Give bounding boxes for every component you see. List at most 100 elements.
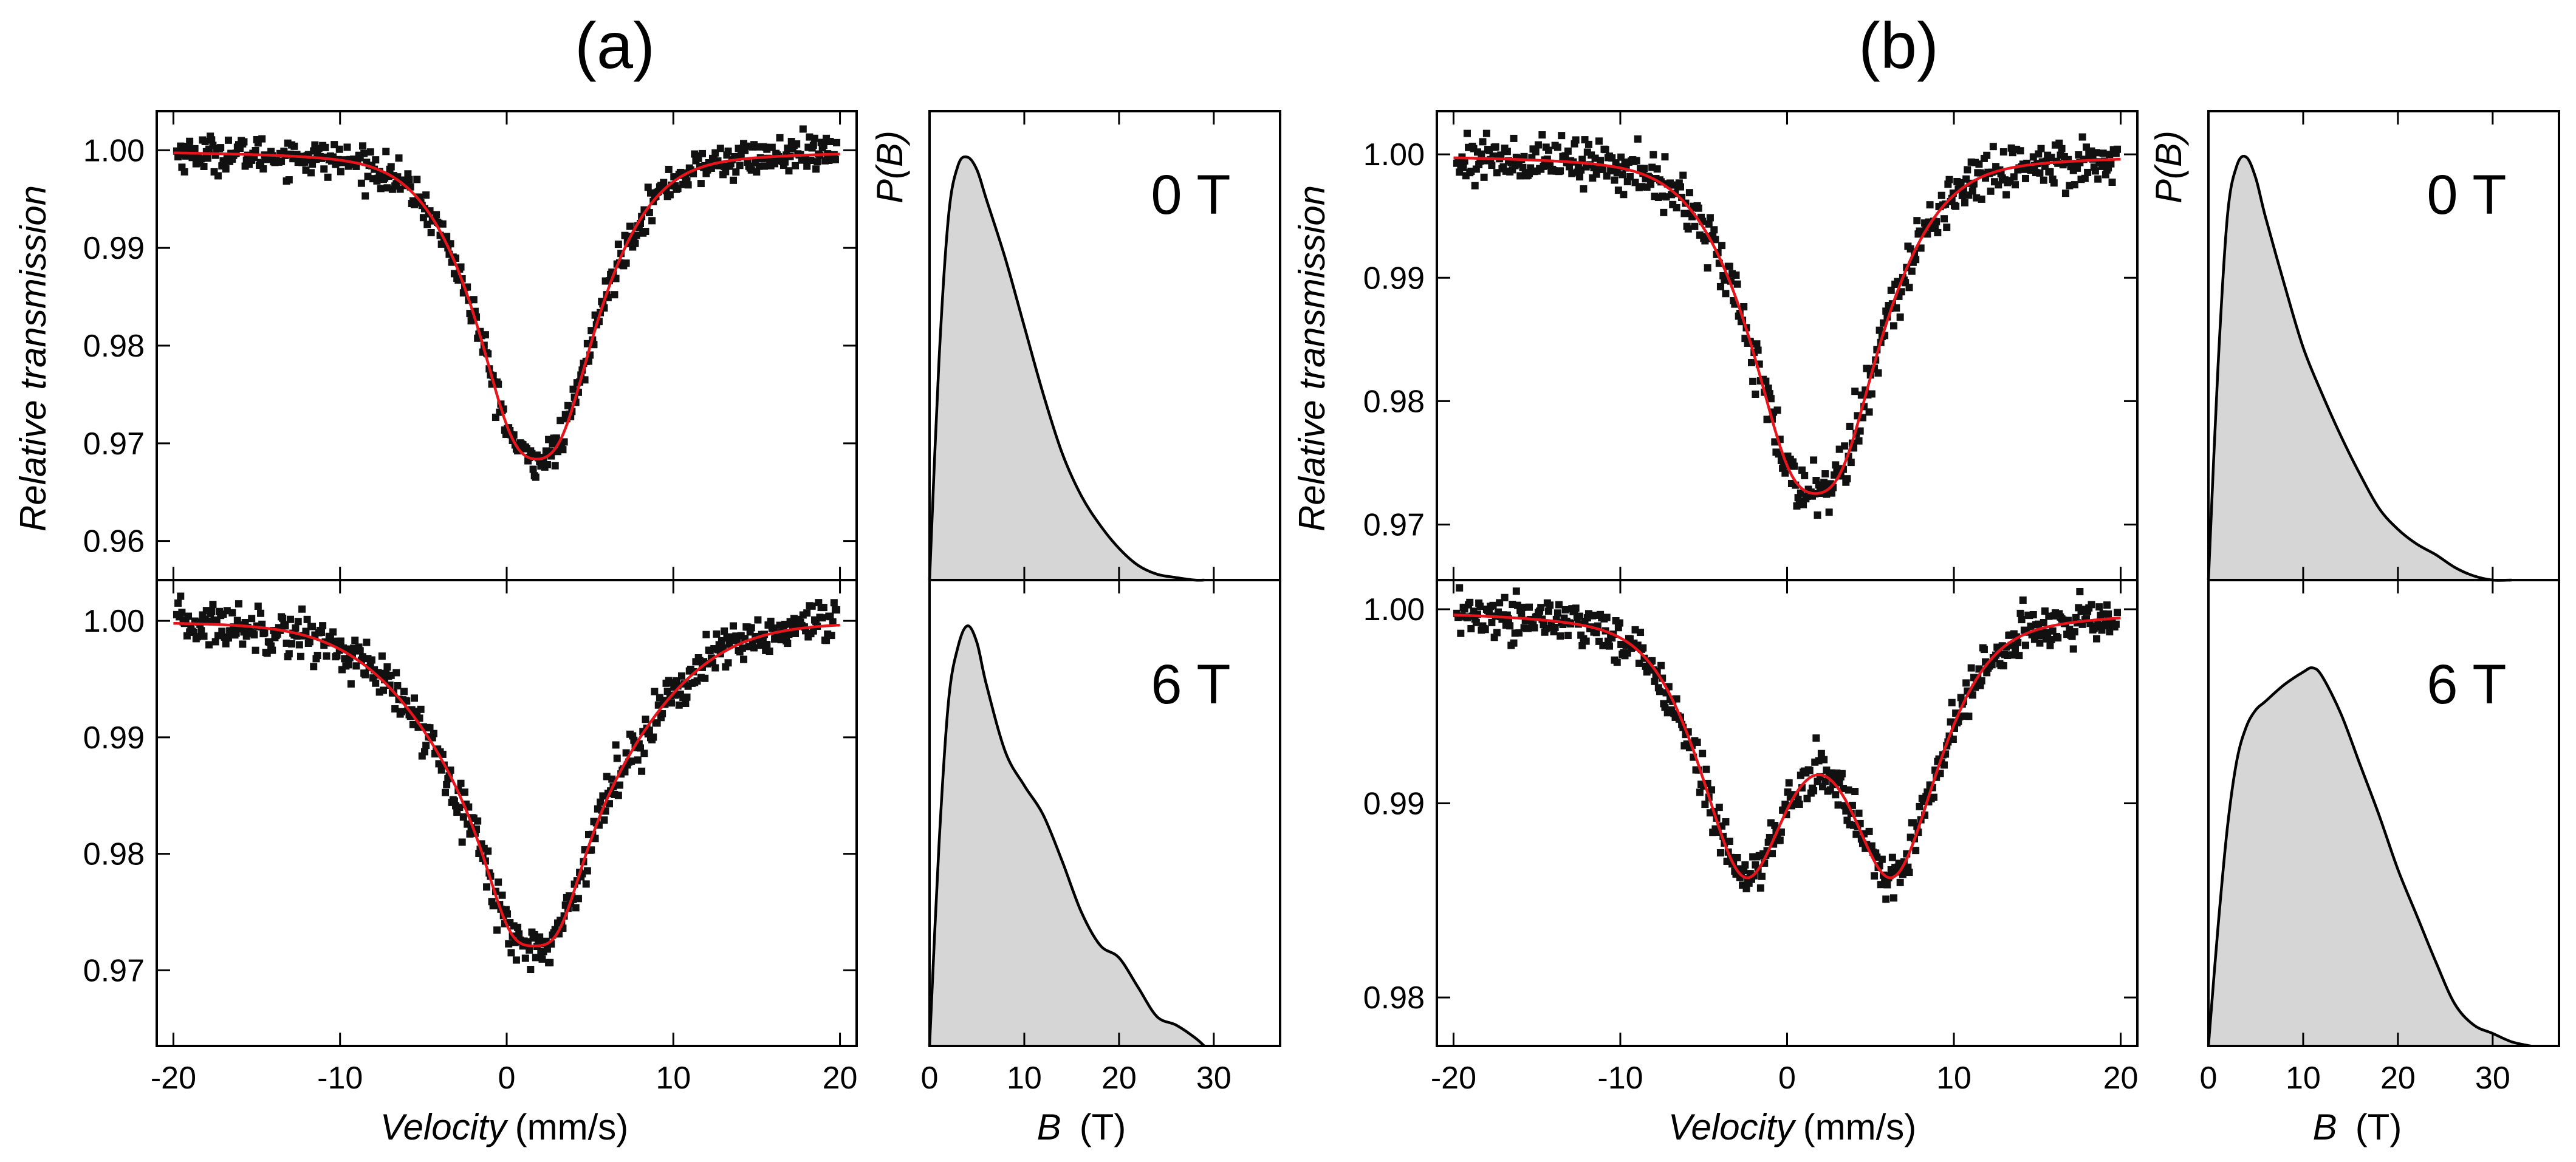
- data-point: [1832, 791, 1840, 799]
- data-point: [1964, 166, 1971, 174]
- data-point: [252, 146, 259, 154]
- data-point: [736, 162, 744, 169]
- data-point: [1611, 176, 1619, 184]
- data-point: [581, 376, 589, 384]
- data-point: [1661, 153, 1669, 161]
- data-point: [543, 460, 551, 468]
- data-point: [1656, 688, 1663, 695]
- data-point: [605, 800, 613, 808]
- data-point: [439, 220, 447, 228]
- b-tick-label: 10: [2286, 1061, 2321, 1096]
- data-point: [621, 231, 629, 239]
- plot-frame: [928, 110, 1281, 1047]
- data-point: [1544, 146, 1552, 154]
- data-point: [768, 143, 776, 151]
- data-point: [1868, 842, 1875, 850]
- chart-b-spectrum-6T: 0.98 0.99 1.00 -20 -10 0 10 20: [1363, 580, 2138, 1096]
- data-point: [1781, 801, 1789, 808]
- data-point: [1987, 187, 1995, 195]
- data-point: [651, 688, 659, 695]
- pb-label-a: P(B): [869, 131, 910, 203]
- data-point: [1908, 267, 1916, 275]
- data-point: [1632, 157, 1640, 165]
- data-point: [1742, 884, 1750, 892]
- data-point: [802, 154, 810, 162]
- data-point: [781, 158, 789, 166]
- data-point: [1896, 878, 1904, 886]
- data-point: [324, 173, 332, 181]
- data-point: [357, 179, 365, 187]
- data-point: [2011, 646, 2019, 654]
- data-point: [512, 956, 520, 964]
- data-point: [1855, 809, 1863, 817]
- data-point: [713, 630, 721, 638]
- b-tick-label: 20: [2380, 1061, 2416, 1096]
- data-point: [1676, 183, 1684, 191]
- data-point: [1740, 303, 1748, 311]
- data-point: [321, 143, 329, 151]
- data-point: [366, 148, 374, 156]
- data-point: [2046, 168, 2054, 176]
- data-point: [258, 620, 266, 628]
- data-point: [1999, 148, 2007, 156]
- data-point: [1769, 850, 1776, 858]
- data-point: [1510, 639, 1518, 647]
- data-point: [1653, 165, 1661, 173]
- data-point: [1812, 734, 1820, 742]
- data-point: [1564, 147, 1572, 155]
- x-tick-label: 20: [823, 1061, 858, 1096]
- data-point: [1968, 187, 1976, 195]
- data-point: [286, 615, 294, 623]
- data-point: [2029, 610, 2037, 618]
- pb-label-b: P(B): [2148, 131, 2189, 203]
- panel-frames: [156, 110, 2560, 1047]
- x-tick-label: -20: [151, 1061, 196, 1096]
- data-point: [764, 154, 772, 162]
- data-point: [1613, 658, 1621, 666]
- data-point: [515, 930, 523, 938]
- data-point: [807, 157, 815, 165]
- data-point: [1640, 165, 1648, 173]
- data-point: [1800, 501, 1807, 508]
- data-point: [1544, 607, 1552, 615]
- data-point: [1605, 642, 1613, 650]
- data-point: [344, 661, 352, 669]
- data-point: [241, 618, 249, 626]
- data-point: [356, 647, 364, 655]
- data-point: [766, 648, 773, 655]
- data-point: [2010, 173, 2018, 181]
- pb-curve: [928, 624, 1205, 1047]
- y-tick-label: 1.00: [1363, 592, 1425, 627]
- data-point: [1790, 462, 1798, 470]
- data-point: [648, 217, 656, 225]
- data-point: [343, 143, 351, 151]
- data-point: [257, 609, 265, 617]
- data-point: [1601, 146, 1609, 154]
- b-tick-label: 0: [921, 1061, 939, 1096]
- b-tick-label: 20: [1101, 1061, 1137, 1096]
- data-point: [380, 686, 388, 694]
- data-point: [313, 652, 321, 660]
- data-point: [1856, 427, 1864, 435]
- data-point: [1989, 143, 1997, 151]
- data-point: [233, 617, 241, 624]
- data-point: [395, 154, 403, 162]
- y-tick-label: 0.97: [83, 426, 145, 462]
- data-point: [1555, 601, 1563, 609]
- chart-a-pb-6T: 0 10 20 30: [921, 580, 1231, 1096]
- data-point: [1936, 770, 1944, 778]
- data-point: [306, 638, 313, 646]
- data-point: [1557, 632, 1564, 640]
- data-point: [2084, 168, 2092, 176]
- data-point: [250, 631, 258, 639]
- data-point: [178, 609, 186, 617]
- data-point: [290, 142, 298, 150]
- y-tick-label: 0.98: [1363, 384, 1425, 419]
- data-point: [810, 134, 818, 142]
- data-point: [180, 168, 188, 176]
- data-point: [269, 646, 276, 654]
- data-point: [1489, 601, 1497, 609]
- data-point: [214, 172, 222, 180]
- data-point: [829, 618, 837, 626]
- data-point: [1967, 664, 1975, 672]
